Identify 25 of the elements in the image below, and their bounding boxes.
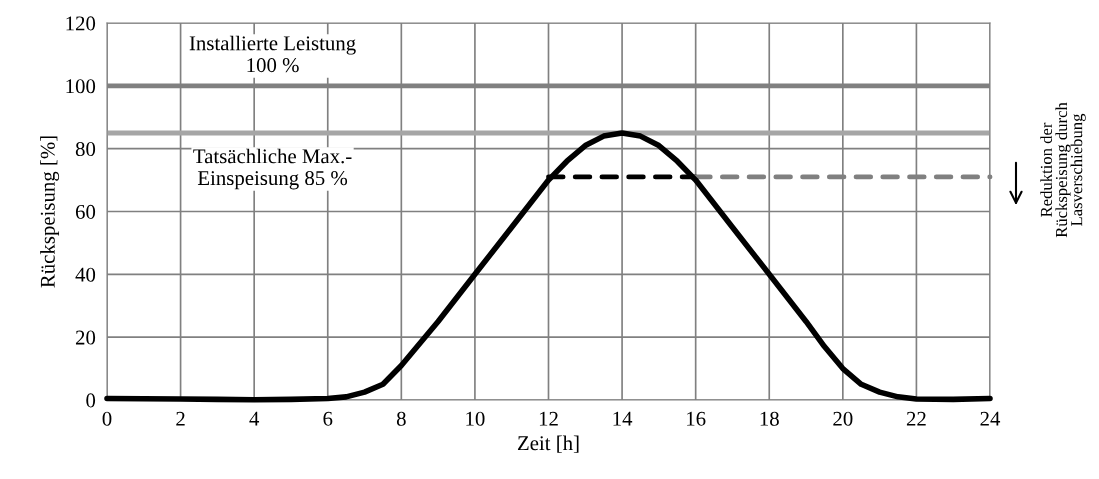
x-tick-label: 10 — [466, 411, 485, 426]
x-tick-label: 20 — [833, 411, 853, 426]
y-tick-label: 100 — [66, 79, 96, 94]
y-tick-label: 80 — [75, 142, 96, 157]
ref-line-label: Installierte Leistung 100 % — [189, 35, 356, 73]
x-tick-label: 22 — [906, 411, 926, 426]
text: Reduktion der Rückspeisung durch Lasverschiebung — [1040, 102, 1086, 238]
y-tick-label: 20 — [75, 330, 96, 345]
x-tick-label: 2 — [176, 411, 185, 426]
y-tick-label: 40 — [75, 267, 96, 282]
y-tick-label: 60 — [75, 204, 96, 219]
x-tick-label: 24 — [980, 411, 1001, 426]
y-axis-title: Rückspeisung [%] — [40, 136, 60, 288]
x-tick-label: 16 — [687, 411, 706, 426]
x-tick-label: 18 — [760, 411, 779, 426]
y-tick-label: 120 — [66, 16, 96, 31]
x-tick-label: 6 — [323, 411, 333, 426]
x-tick-label: 0 — [102, 411, 112, 426]
x-tick-label: 4 — [249, 411, 260, 426]
x-axis-title: Zeit [h] — [517, 435, 579, 453]
x-tick-label: 14 — [613, 411, 633, 426]
x-tick-label: 12 — [539, 411, 558, 426]
x-tick-label: 8 — [396, 411, 406, 426]
y-tick-label: 0 — [86, 393, 96, 408]
ref-line-label: Tatsächliche Max.- Einspeisung 85 % — [193, 148, 352, 190]
